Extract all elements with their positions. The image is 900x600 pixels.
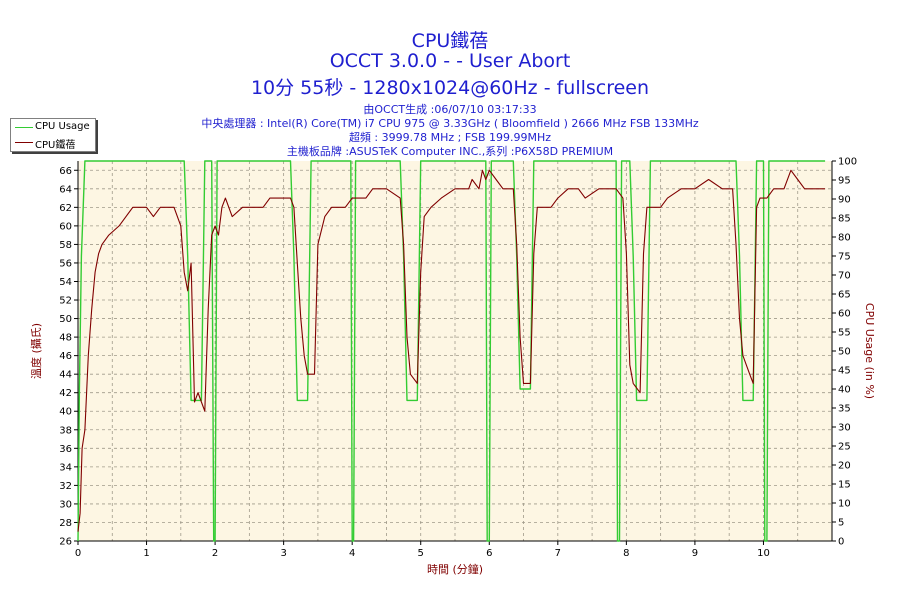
legend-label-cpu-temp: CPU鐵蓓	[35, 140, 76, 151]
y-right-tick-label: 35	[838, 404, 851, 415]
series-cpu-usage	[77, 160, 826, 542]
x-tick-label: 4	[349, 548, 355, 559]
x-tick-label: 0	[75, 548, 81, 559]
y-left-tick-label: 60	[59, 221, 72, 232]
x-tick-label: 2	[212, 548, 218, 559]
legend: CPU Usage CPU鐵蓓	[10, 118, 96, 152]
y-right-tick-label: 55	[838, 328, 851, 339]
y-right-tick-label: 65	[838, 290, 851, 301]
x-axis-label: 時間 (分鐘)	[427, 562, 483, 576]
x-tick-label: 7	[555, 548, 561, 559]
y-axis-label-left: 溫度 (攝氏)	[29, 323, 43, 379]
x-tick-label: 3	[280, 548, 286, 559]
legend-swatch-cpu-usage	[15, 127, 33, 128]
y-left-tick-label: 38	[59, 425, 72, 436]
y-left-tick-label: 26	[59, 537, 72, 548]
y-right-tick-label: 40	[838, 385, 851, 396]
chart-subtitle-duration: 10分 55秒 - 1280x1024@60Hz - fullscreen	[250, 77, 650, 99]
y-right-tick-label: 95	[838, 176, 851, 187]
x-tick-label: 9	[692, 548, 698, 559]
x-tick-label: 1	[143, 548, 149, 559]
y-right-tick-label: 85	[838, 214, 851, 225]
y-left-tick-label: 42	[59, 388, 72, 399]
y-axis-label-right: CPU Usage (in %)	[863, 303, 876, 399]
legend-item-cpu-usage: CPU Usage	[11, 120, 95, 134]
y-right-tick-label: 0	[838, 537, 844, 548]
chart-subtitle-app: OCCT 3.0.0 - - User Abort	[329, 50, 571, 72]
y-right-tick-label: 60	[838, 309, 851, 320]
info-generated: 由OCCT生成 :06/07/10 03:17:33	[363, 103, 537, 116]
x-tick-label: 5	[418, 548, 424, 559]
y-left-tick-label: 66	[59, 166, 72, 177]
y-right-tick-label: 80	[838, 233, 851, 244]
y-left-tick-label: 44	[59, 370, 72, 381]
y-left-tick-label: 54	[59, 277, 72, 288]
y-right-tick-label: 70	[838, 271, 851, 282]
y-right-tick-label: 5	[838, 518, 844, 529]
legend-label-cpu-usage: CPU Usage	[35, 121, 90, 132]
y-right-tick-label: 75	[838, 252, 851, 263]
y-left-tick-label: 64	[59, 184, 72, 195]
y-left-tick-label: 36	[59, 444, 72, 455]
y-right-tick-label: 45	[838, 366, 851, 377]
y-left-tick-label: 46	[59, 351, 72, 362]
x-tick-label: 10	[757, 548, 770, 559]
y-left-tick-label: 30	[59, 499, 72, 510]
series-cpu-temp	[77, 169, 826, 532]
y-left-tick-label: 28	[59, 518, 72, 529]
y-left-tick-label: 40	[59, 407, 72, 418]
info-overclock: 超頻 : 3999.78 MHz ; FSB 199.99MHz	[348, 131, 552, 144]
y-right-tick-label: 90	[838, 195, 851, 206]
y-right-tick-label: 15	[838, 480, 851, 491]
y-right-tick-label: 100	[838, 157, 857, 168]
y-left-tick-label: 52	[59, 296, 72, 307]
y-right-tick-label: 20	[838, 461, 851, 472]
y-left-tick-label: 34	[59, 462, 72, 473]
y-left-tick-label: 58	[59, 240, 72, 251]
y-left-tick-label: 56	[59, 258, 72, 269]
x-tick-label: 6	[486, 548, 492, 559]
y-right-tick-label: 10	[838, 499, 851, 510]
y-left-tick-label: 48	[59, 333, 72, 344]
legend-item-cpu-temp: CPU鐵蓓	[11, 135, 95, 151]
y-left-tick-label: 62	[59, 203, 72, 214]
info-cpu: 中央處理器 : Intel(R) Core(TM) i7 CPU 975 @ 3…	[201, 117, 699, 130]
y-left-tick-label: 50	[59, 314, 72, 325]
y-right-tick-label: 50	[838, 347, 851, 358]
y-right-tick-label: 30	[838, 423, 851, 434]
legend-swatch-cpu-temp	[15, 142, 33, 143]
x-tick-label: 8	[623, 548, 629, 559]
y-left-tick-label: 32	[59, 481, 72, 492]
chart-title: CPU鐵蓓	[411, 30, 489, 52]
y-right-tick-label: 25	[838, 442, 851, 453]
info-motherboard: 主機板品牌 :ASUSTeK Computer INC.,系列 :P6X58D …	[286, 145, 614, 158]
